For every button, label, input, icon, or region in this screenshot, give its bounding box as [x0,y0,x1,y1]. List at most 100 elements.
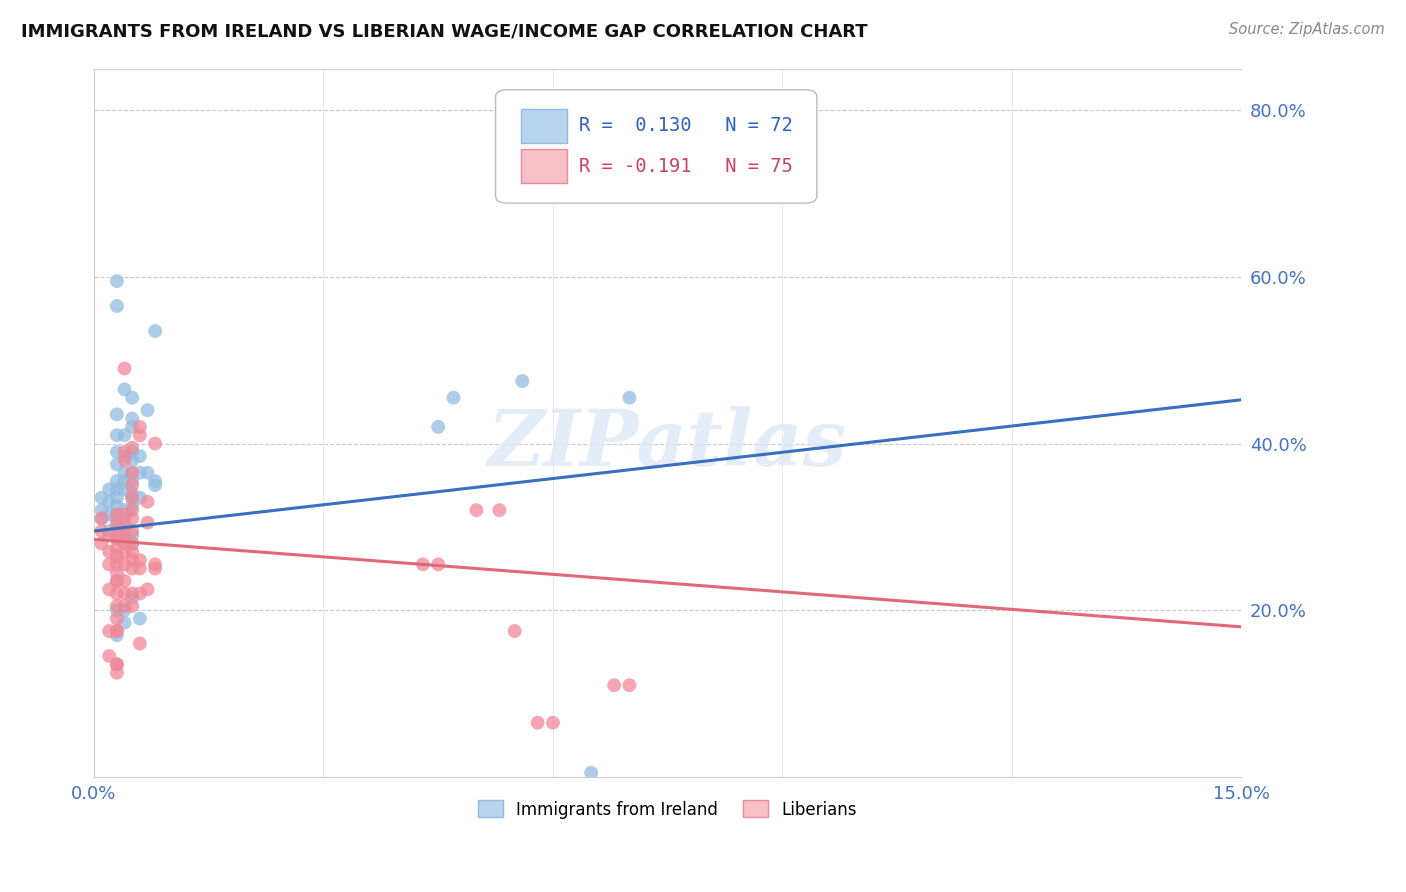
Point [128,553,150,567]
Point [121,491,143,505]
Point [114,533,136,547]
Point [105,516,128,530]
Point [121,478,143,492]
Point [121,445,143,459]
Point [105,520,128,534]
Point [98,624,121,638]
Point [121,474,143,488]
Point [121,491,143,505]
Point [121,511,143,525]
Point [105,628,128,642]
Text: R = -0.191   N = 75: R = -0.191 N = 75 [579,157,793,176]
Point [105,574,128,588]
Point [128,449,150,463]
Point [121,586,143,600]
Point [114,428,136,442]
Point [105,657,128,672]
Point [143,558,166,572]
Point [98,545,121,559]
Point [105,528,128,542]
Point [114,603,136,617]
Point [114,574,136,588]
Point [121,503,143,517]
Point [136,403,159,417]
FancyBboxPatch shape [495,90,817,203]
Point [114,615,136,630]
Point [121,561,143,575]
Point [105,508,128,522]
Point [114,474,136,488]
Point [98,528,121,542]
Point [121,466,143,480]
Point [114,449,136,463]
Point [105,611,128,625]
Point [541,715,564,730]
Point [136,516,159,530]
Point [121,441,143,455]
Point [98,648,121,663]
Point [465,503,488,517]
Point [114,524,136,538]
Point [114,503,136,517]
Point [619,391,641,405]
Point [105,624,128,638]
Point [90,536,112,550]
Point [105,566,128,580]
Point [114,520,136,534]
Point [143,478,166,492]
Point [98,524,121,538]
Point [121,524,143,538]
Point [98,582,121,597]
Point [114,508,136,522]
Point [105,574,128,588]
Point [603,678,626,692]
Point [105,491,128,505]
Point [105,586,128,600]
Point [105,533,128,547]
Point [488,503,510,517]
Point [105,541,128,555]
Point [121,391,143,405]
Point [121,466,143,480]
Point [105,274,128,288]
Point [105,511,128,525]
Text: Source: ZipAtlas.com: Source: ZipAtlas.com [1229,22,1385,37]
Point [121,411,143,425]
Text: ZIPatlas: ZIPatlas [488,406,848,483]
Point [143,436,166,450]
Point [526,715,548,730]
Point [90,503,112,517]
Point [128,586,150,600]
Point [105,445,128,459]
Point [443,391,465,405]
Point [105,499,128,513]
Point [105,408,128,422]
Point [90,511,112,525]
Point [427,420,450,434]
Point [512,374,534,388]
Point [121,591,143,605]
Point [143,474,166,488]
Point [121,453,143,467]
Point [105,549,128,563]
Point [98,483,121,497]
Point [619,678,641,692]
Legend: Immigrants from Ireland, Liberians: Immigrants from Ireland, Liberians [471,794,863,825]
Point [114,545,136,559]
Point [114,361,136,376]
Point [121,528,143,542]
Point [90,511,112,525]
Point [98,495,121,509]
Point [128,491,150,505]
Point [136,466,159,480]
Point [128,611,150,625]
Point [143,561,166,575]
Bar [520,149,567,183]
Point [121,486,143,500]
Point [121,545,143,559]
Point [121,553,143,567]
Point [114,383,136,397]
Point [98,508,121,522]
Text: IMMIGRANTS FROM IRELAND VS LIBERIAN WAGE/INCOME GAP CORRELATION CHART: IMMIGRANTS FROM IRELAND VS LIBERIAN WAGE… [21,22,868,40]
Point [105,508,128,522]
